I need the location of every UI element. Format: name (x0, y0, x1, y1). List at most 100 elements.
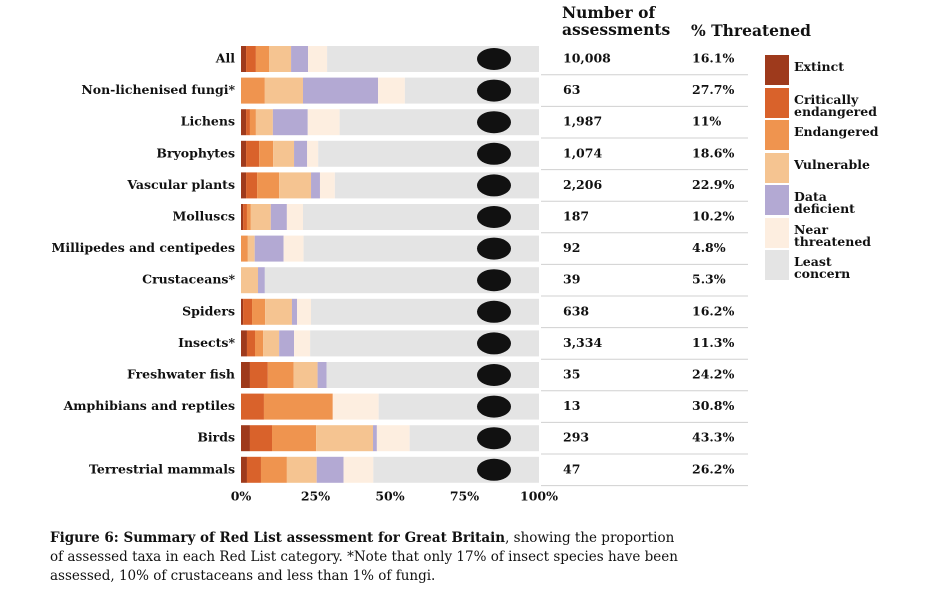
legend-item: Data deficient (765, 185, 884, 218)
assessments-count: 13 (563, 398, 580, 413)
assessments-count: 2,206 (563, 177, 602, 192)
bar-segment (246, 46, 256, 72)
taxon-icon (477, 142, 511, 165)
bar-segment (272, 109, 308, 136)
legend-item: Endangered (765, 120, 884, 153)
bar-segment (270, 204, 287, 230)
bar-segment (373, 456, 539, 483)
legend-swatch (765, 217, 789, 248)
legend: Extinct Critically endangered Endangered Vu… (765, 55, 884, 283)
bar-segment (271, 425, 317, 452)
category-label: Bryophytes (156, 145, 235, 160)
x-tick-label: 100% (520, 489, 558, 504)
bar-segment (241, 267, 258, 294)
caption: Figure 6: Summary of Red List assessment… (50, 529, 690, 586)
assessments-count: 39 (563, 272, 580, 287)
x-tick-label: 75% (450, 489, 479, 504)
bar-segment (241, 140, 247, 167)
bar-segment (255, 109, 273, 136)
legend-label: Near threatened (794, 221, 872, 249)
bar-segment (317, 362, 327, 388)
bar-segment (241, 46, 247, 72)
bar-segment (260, 456, 287, 483)
legend-swatch (765, 55, 789, 85)
threatened-percent: 11% (692, 114, 721, 129)
bar-segment (241, 235, 248, 262)
bar-segment (241, 109, 247, 136)
taxon-icon (477, 458, 511, 481)
category-label: Spiders (182, 303, 235, 318)
bar-segment (283, 235, 304, 262)
bar-segment (293, 362, 318, 388)
legend-swatch (765, 250, 789, 280)
bar-segment (241, 172, 247, 199)
legend-swatch (765, 152, 789, 183)
legend-item: Extinct (765, 55, 884, 88)
bar-segment (297, 298, 312, 325)
bar-segment (404, 77, 539, 104)
threatened-percent: 11.3% (692, 335, 734, 350)
taxon-icon (477, 206, 511, 228)
bar-segment (311, 172, 320, 199)
threatened-percent: 5.3% (692, 272, 726, 287)
bar-segment (255, 46, 270, 72)
legend-label: Vulnerable (794, 156, 870, 172)
bar-segment (241, 204, 244, 230)
bar-segment (249, 425, 272, 452)
bar-segment (241, 298, 244, 325)
legend-label: Least concern (794, 254, 851, 281)
bar-segment (373, 425, 377, 452)
legend-label: Endangered (794, 124, 879, 139)
bar-segment (241, 393, 264, 420)
bar-segment (332, 393, 379, 420)
bar-segment (307, 140, 319, 167)
assessments-count: 10,008 (563, 51, 611, 66)
assessments-count: 1,074 (563, 145, 602, 160)
bar-segment (250, 204, 271, 230)
category-label: All (215, 51, 235, 66)
taxon-icon (477, 237, 511, 260)
bar-segment (241, 330, 247, 357)
threatened-percent: 18.6% (692, 145, 734, 160)
legend-swatch (765, 87, 789, 118)
legend-item: Vulnerable (765, 152, 884, 186)
bar-segment (316, 456, 344, 483)
bar-segment (279, 330, 295, 357)
bar-segment (241, 456, 247, 483)
bar-segment (269, 46, 292, 72)
column-header: Number of assessments (562, 3, 671, 39)
bar-segment (246, 172, 258, 199)
bar-segment (273, 140, 295, 167)
assessments-count: 47 (563, 461, 580, 476)
bar-segment (246, 140, 260, 167)
bar-segment (241, 425, 250, 452)
bar-segment (259, 140, 274, 167)
legend-item: Near threatened (765, 217, 884, 251)
bar-segment (246, 204, 251, 230)
bar-segment (264, 77, 303, 104)
category-label: Amphibians and reptiles (63, 398, 235, 413)
category-label: Millipedes and centipedes (52, 240, 235, 255)
category-label: Non-lichenised fungi* (81, 82, 235, 97)
legend-label: Critically endangered (794, 91, 877, 119)
threatened-percent: 30.8% (692, 398, 734, 413)
assessments-count: 35 (563, 367, 580, 382)
bar-segment (249, 109, 256, 136)
bar-segment (243, 204, 247, 230)
taxon-icon (477, 79, 511, 102)
bar-segment (307, 109, 340, 136)
threatened-percent: 26.2% (692, 461, 734, 476)
assessments-count: 187 (563, 209, 589, 224)
bar-segment (294, 140, 308, 167)
legend-swatch (765, 120, 789, 150)
bar-segment (241, 77, 265, 104)
caption-text: , showing the proportion of assessed tax… (50, 530, 678, 584)
bar-segment (267, 362, 294, 388)
category-label: Vascular plants (126, 177, 235, 192)
threatened-percent: 24.2% (692, 367, 734, 382)
bar-segment (319, 172, 335, 199)
x-tick-label: 0% (231, 489, 252, 504)
legend-label: Extinct (794, 59, 844, 74)
bar-segment (243, 298, 253, 325)
